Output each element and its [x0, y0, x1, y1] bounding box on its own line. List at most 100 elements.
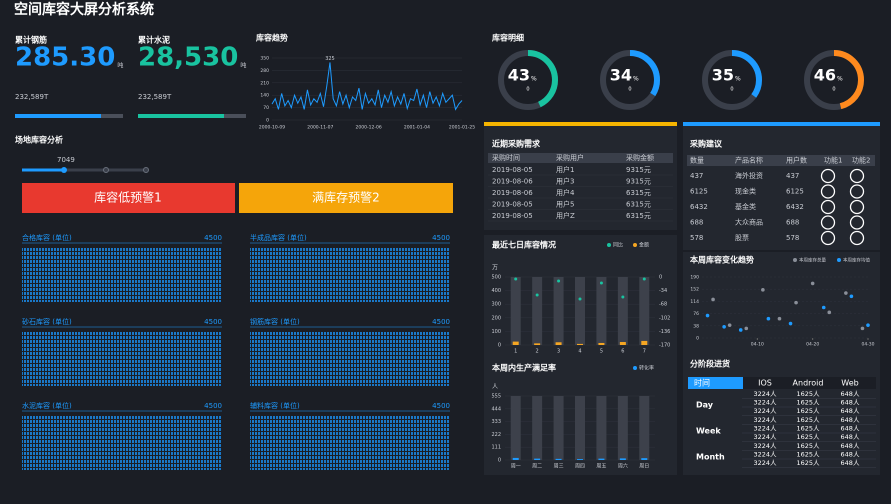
- gauge-value: 34: [610, 66, 632, 85]
- point: [744, 326, 749, 331]
- y-tick-label: 100: [491, 329, 501, 335]
- slider-stop: [103, 167, 109, 173]
- cell: 648人: [841, 459, 860, 467]
- x-tick-label: 周二: [532, 464, 542, 470]
- cell: 9315元: [626, 166, 651, 174]
- chart-title: 本周库容变化趋势: [689, 255, 754, 265]
- gauge-sublabel: 0: [526, 87, 529, 93]
- cell: 1625人: [796, 390, 820, 398]
- y-tick-label: 200: [491, 315, 501, 321]
- point: [849, 294, 854, 299]
- legend-label: 本周库存总量: [799, 257, 826, 264]
- cell: 1625人: [796, 399, 820, 407]
- y-tick-label: 333: [491, 419, 501, 425]
- panel-label: 辅料库容 (单位): [250, 401, 300, 410]
- gauge-sublabel: 0: [730, 87, 733, 93]
- cell: 2019-08-06: [492, 178, 533, 186]
- x-tick-label: 04-20: [806, 342, 819, 348]
- toggle: [820, 215, 836, 230]
- column-header: 采购时间: [492, 153, 520, 162]
- bar-shadow: [532, 277, 543, 345]
- legend-label: 金额: [639, 242, 649, 249]
- column-header: 数量: [690, 156, 704, 165]
- x-tick-label: 周四: [575, 464, 585, 470]
- y-tick-label: 114: [690, 299, 699, 305]
- progress-fill: [15, 114, 101, 118]
- cell: 1625人: [796, 433, 820, 441]
- bar: [619, 342, 626, 345]
- chart-title: 库容明细: [492, 33, 524, 43]
- bar-shadow: [639, 277, 650, 345]
- y2-tick-label: -102: [659, 315, 670, 321]
- toggle: [849, 230, 865, 246]
- panel: [484, 122, 677, 230]
- cell: 海外投资: [735, 171, 763, 180]
- y2-tick-label: 0: [659, 275, 662, 281]
- bar-shadow: [553, 277, 564, 345]
- bar: [577, 343, 583, 345]
- cell: 578: [786, 234, 799, 242]
- bar: [619, 458, 626, 460]
- point: [722, 324, 726, 329]
- cell: 6315元: [626, 201, 651, 209]
- y-unit: 人: [492, 384, 498, 391]
- line: [271, 62, 463, 111]
- panel-value: 4500: [432, 318, 450, 326]
- y2-tick-label: -170: [659, 343, 670, 349]
- cell: 648人: [841, 407, 860, 415]
- alert-label: 满库存预警2: [312, 190, 380, 205]
- y-tick-label: 555: [491, 394, 501, 400]
- cell: 2019-08-05: [492, 166, 533, 174]
- y-tick-label: 0: [498, 458, 501, 464]
- x-tick-label: 5: [600, 349, 603, 355]
- cell: 437: [786, 172, 799, 180]
- point: [788, 321, 793, 326]
- y-tick-label: 140: [260, 93, 269, 99]
- stat-label: 累计钢筋: [15, 35, 47, 45]
- cell: 9315元: [626, 178, 651, 186]
- cell: 6315元: [626, 212, 651, 220]
- cell: 2019-08-06: [492, 189, 533, 197]
- bar-shadow: [575, 277, 585, 345]
- slider-handle: [61, 167, 67, 173]
- cell: 6125: [690, 188, 708, 196]
- panel-value: 4500: [204, 402, 222, 410]
- y2-tick-label: -136: [659, 329, 670, 335]
- cell: 648人: [841, 442, 860, 450]
- group-label: Month: [696, 453, 725, 462]
- cell: 437: [690, 172, 703, 180]
- cell: 3224人: [753, 390, 777, 398]
- x-tick-label: 4: [578, 349, 581, 355]
- legend-label: 转化率: [639, 365, 654, 372]
- column-header: 产品名称: [735, 156, 763, 165]
- cell: 6125: [786, 188, 804, 196]
- y-tick-label: 400: [491, 288, 501, 294]
- cell: 3224人: [753, 407, 777, 415]
- cell: 6315元: [626, 189, 651, 197]
- capacity-blocks: [22, 331, 222, 386]
- panel-label: 钢筋库容 (单位): [250, 317, 300, 326]
- x-tick-label: 2001-01-25: [449, 125, 475, 131]
- panel-label: 合格库容 (单位): [22, 233, 72, 242]
- panel-value: 4500: [204, 234, 222, 242]
- cell: 3224人: [753, 425, 777, 433]
- legend-swatch: [633, 366, 637, 370]
- column-header: 采购用户: [556, 153, 584, 162]
- y-tick-label: 0: [498, 343, 501, 349]
- column-header: IOS: [758, 379, 772, 388]
- x-tick-label: 周三: [554, 464, 564, 470]
- y-tick-label: 38: [693, 323, 699, 329]
- progress-fill: [138, 114, 224, 118]
- gauge-arc: [600, 50, 660, 110]
- bar: [641, 458, 648, 460]
- cell: 688: [786, 219, 799, 227]
- bar: [598, 458, 605, 460]
- gauge-arc: [702, 50, 762, 110]
- bar: [555, 342, 562, 345]
- cell: 2019-08-05: [492, 212, 533, 220]
- point: [810, 281, 815, 286]
- cell: 578: [690, 234, 703, 242]
- section-title: 分阶段进货: [690, 359, 730, 369]
- point: [705, 313, 710, 318]
